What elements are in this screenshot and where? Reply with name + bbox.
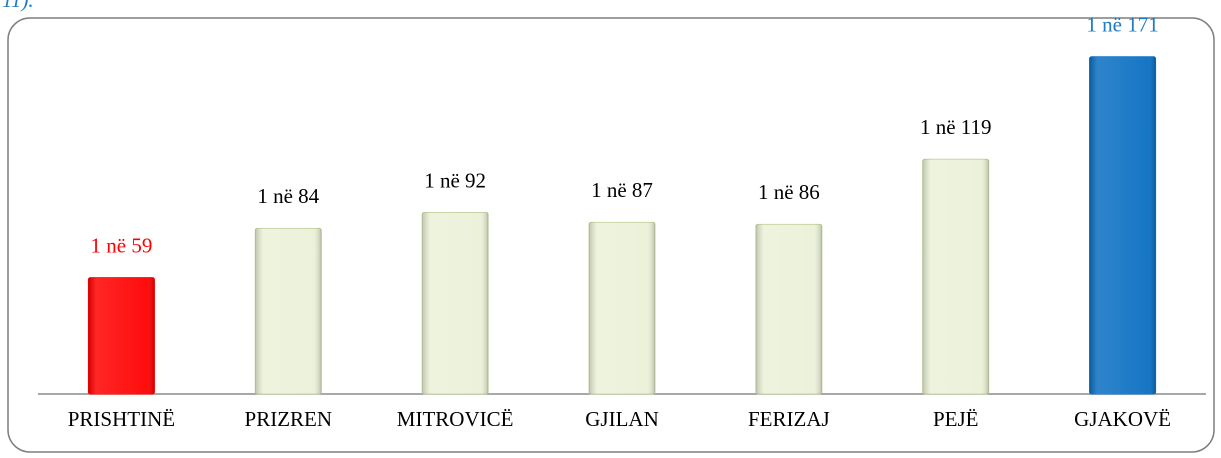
x-tick-label: GJILAN [585, 407, 659, 431]
chart-frame [7, 17, 1215, 453]
bar [588, 221, 656, 395]
value-label: 1 në 59 [91, 233, 153, 257]
bar [1089, 56, 1157, 395]
value-label: 1 në 92 [424, 168, 486, 192]
bar [421, 212, 489, 395]
x-tick-label: PRIZREN [245, 407, 333, 431]
value-label: 1 në 86 [758, 180, 820, 204]
x-tick-label: GJAKOVË [1074, 407, 1171, 431]
value-label: 1 në 119 [920, 115, 992, 139]
value-label: 1 në 87 [591, 178, 653, 202]
bar [755, 223, 823, 395]
x-tick-label: PEJË [933, 407, 979, 431]
bar [87, 277, 155, 395]
annotation: 11). [2, 0, 34, 12]
x-tick-label: MITROVICË [397, 407, 514, 431]
x-tick-label: PRISHTINË [68, 407, 175, 431]
x-tick-label: FERIZAJ [748, 407, 830, 431]
bar [922, 158, 990, 395]
bar [254, 227, 322, 395]
value-label: 1 në 171 [1086, 13, 1158, 37]
value-label: 1 në 84 [257, 184, 319, 208]
